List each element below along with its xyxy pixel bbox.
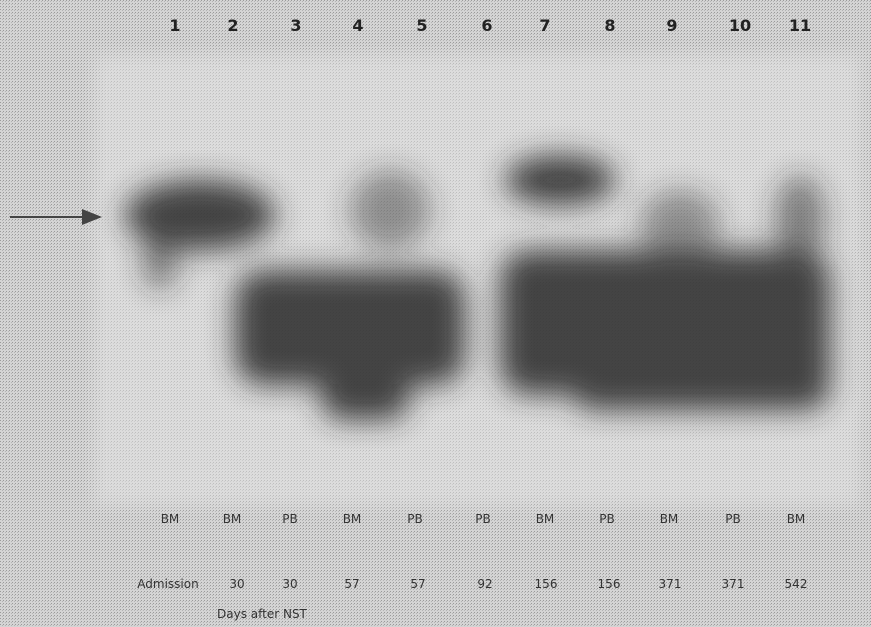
day-label: 57 [344,577,359,591]
lane-number: 4 [352,16,363,35]
day-label: 92 [477,577,492,591]
lane-number: 3 [290,16,301,35]
day-label: 30 [282,577,297,591]
day-label: 156 [598,577,621,591]
sample-type: BM [660,512,679,526]
lane-number: 5 [416,16,427,35]
day-label: 156 [535,577,558,591]
sample-type: PB [475,512,490,526]
lane-number: 1 [169,16,180,35]
day-label: 371 [722,577,745,591]
sample-type: PB [725,512,740,526]
sample-type: PB [282,512,297,526]
sample-type: BM [343,512,362,526]
day-label: 57 [410,577,425,591]
lane-number: 2 [227,16,238,35]
day-label: 371 [659,577,682,591]
lane-number: 7 [539,16,550,35]
lane-number: 8 [604,16,615,35]
lane-number: 11 [789,16,811,35]
day-label: 30 [229,577,244,591]
sample-type: BM [223,512,242,526]
gel [95,55,860,505]
sample-type: BM [536,512,555,526]
day-label: 542 [785,577,808,591]
sample-type: BM [787,512,806,526]
lane-number: 6 [481,16,492,35]
sample-type: BM [161,512,180,526]
day-label: Admission [137,577,198,591]
lane-labels: 1 BM Admission 2 BM 30 3 PB 30 4 BM 57 5 PB 57 6 PB 92 7 BM… [137,16,811,591]
caption: Days after NST [217,607,308,621]
lane-number: 10 [729,16,751,35]
lane-number: 9 [666,16,677,35]
sample-type: PB [407,512,422,526]
sample-type: PB [599,512,614,526]
